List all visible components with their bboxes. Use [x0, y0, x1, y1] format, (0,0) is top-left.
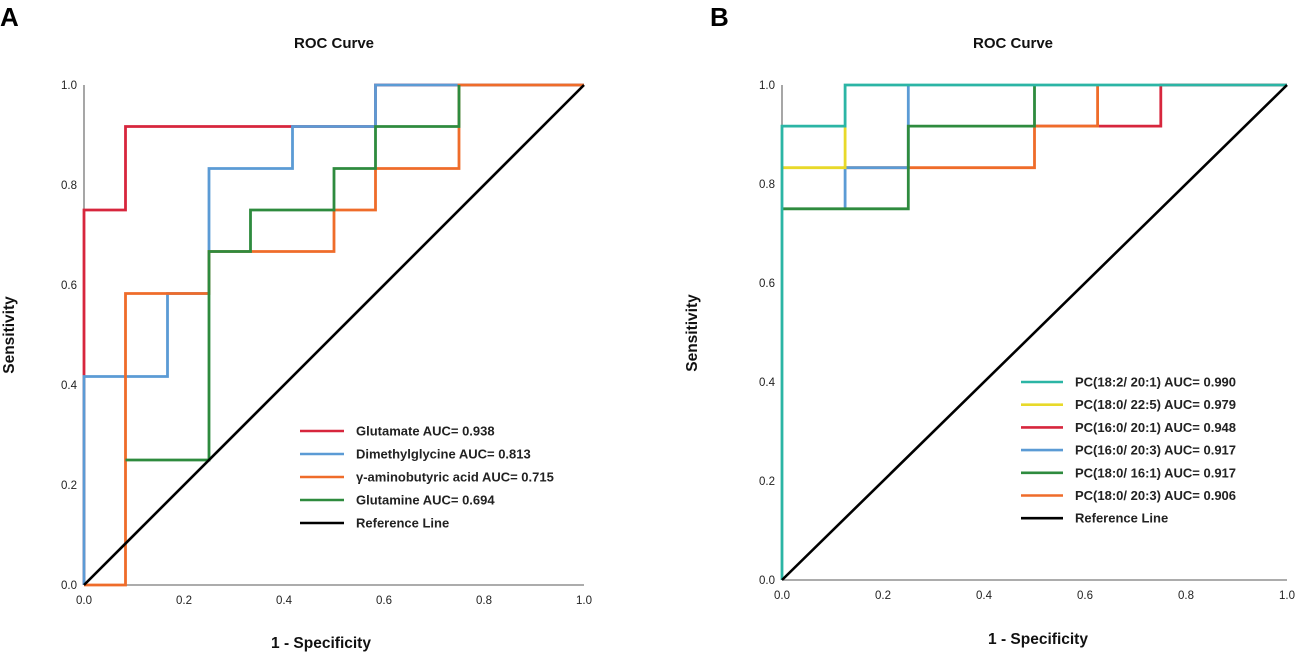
y-tick-label: 0.2 [61, 480, 77, 492]
x-tick-label: 0.6 [376, 595, 392, 607]
panel-b: B ROC Curve 0.0 0.2 0.4 0.6 0.8 1.0 0.0 0.2 0.4 0… [684, 2, 1295, 648]
y-tick-label: 0.4 [759, 377, 776, 389]
legend-entry: Dimethylglycine AUC= 0.813 [356, 447, 531, 462]
panel-b-x-label: 1 - Specificity [988, 631, 1088, 648]
legend-entry: PC(16:0/ 20:3) AUC= 0.917 [1075, 443, 1236, 458]
legend-entry: PC(18:0/ 16:1) AUC= 0.917 [1075, 465, 1236, 480]
panel-a-x-label: 1 - Specificity [271, 635, 371, 652]
series-line-dimethylglycine [82, 83, 584, 585]
series-line-reference-line [781, 84, 1288, 581]
y-tick-label: 1.0 [759, 80, 775, 92]
panel-a-y-label: Sensitivity [1, 296, 18, 374]
legend-entry: Reference Line [1075, 511, 1168, 526]
x-tick-label: 0.6 [1077, 590, 1093, 602]
panel-a-title: ROC Curve [294, 35, 374, 52]
x-tick-label: 0.8 [1178, 590, 1194, 602]
x-tick-label: 1.0 [576, 595, 592, 607]
panel-a-label: A [0, 2, 19, 32]
y-tick-label: 0.8 [759, 179, 775, 191]
series-line-pc-18-2-20-1 [780, 83, 1287, 580]
legend-entry: PC(18:2/ 20:1) AUC= 0.990 [1075, 375, 1236, 390]
x-tick-label: 0.8 [476, 595, 492, 607]
y-tick-label: 0.4 [61, 380, 78, 392]
y-tick-label: 0.0 [61, 580, 77, 592]
legend-entry: Reference Line [356, 516, 449, 531]
panel-b-label: B [710, 2, 729, 32]
panel-a: A ROC Curve 0.0 0.2 0.4 0.6 0.8 1.0 0.0 0.2 0.4 0… [0, 2, 592, 652]
legend-entry: γ-aminobutyric acid AUC= 0.715 [356, 470, 554, 485]
series-line-pc-16-0-20-3 [843, 85, 910, 209]
series-line-pc-16-0-20-1 [1034, 83, 1287, 128]
panel-b-y-label: Sensitivity [684, 294, 701, 372]
legend-entry: PC(18:0/ 20:3) AUC= 0.906 [1075, 488, 1236, 503]
x-tick-label: 0.4 [976, 590, 993, 602]
legend-entry: Glutamate AUC= 0.938 [356, 424, 495, 439]
legend-entry: Glutamine AUC= 0.694 [356, 493, 495, 508]
series-line-pc-18-0-22-5 [782, 126, 847, 170]
series-line-pc-18-0-16-1 [782, 85, 1036, 211]
legend-entry: PC(16:0/ 20:1) AUC= 0.948 [1075, 420, 1236, 435]
y-tick-label: 0.6 [759, 278, 775, 290]
series-line-reference-line [83, 84, 585, 586]
series-line-aminobutyric-acid [84, 83, 584, 587]
x-tick-label: 0.2 [176, 595, 192, 607]
x-tick-label: 0.4 [276, 595, 293, 607]
legend-entry: PC(18:0/ 22:5) AUC= 0.979 [1075, 397, 1236, 412]
y-tick-label: 0.8 [61, 180, 77, 192]
y-tick-label: 0.2 [759, 476, 775, 488]
y-tick-label: 1.0 [61, 80, 77, 92]
x-tick-label: 0.0 [76, 595, 92, 607]
x-tick-label: 0.2 [875, 590, 891, 602]
y-tick-label: 0.0 [759, 575, 775, 587]
x-tick-label: 1.0 [1279, 590, 1295, 602]
series-line-glutamine [125, 85, 461, 462]
panel-b-title: ROC Curve [973, 35, 1053, 52]
y-tick-label: 0.6 [61, 280, 77, 292]
x-tick-label: 0.0 [774, 590, 790, 602]
